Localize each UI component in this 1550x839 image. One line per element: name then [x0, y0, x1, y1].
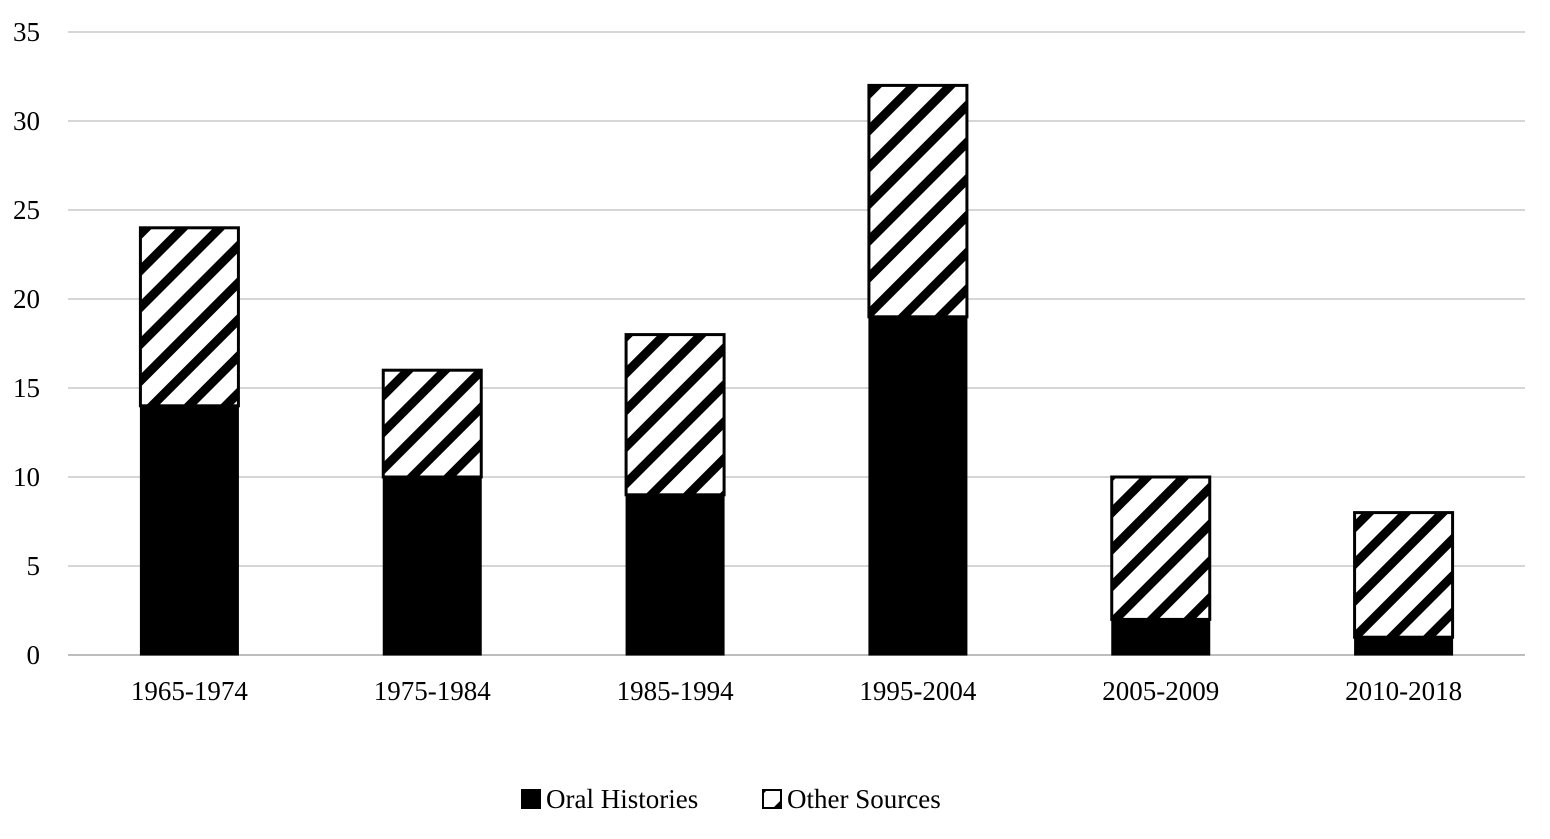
x-tick-label: 1985-1994	[617, 676, 734, 706]
y-tick-label: 10	[13, 462, 40, 492]
bar-oral-histories	[625, 494, 725, 656]
x-tick-label: 2010-2018	[1345, 676, 1462, 706]
x-axis-ticks: 1965-1974 1975-1984 1985-1994 1995-2004 2005…	[131, 676, 1462, 706]
y-tick-label: 5	[27, 551, 41, 581]
y-tick-label: 20	[13, 284, 40, 314]
bar-oral-histories	[1354, 636, 1454, 656]
bar-oral-histories	[1111, 618, 1211, 656]
bar-oral-histories	[868, 316, 968, 656]
bar-other-sources	[1353, 511, 1455, 639]
gridlines	[68, 31, 1525, 656]
bar-oral-histories	[382, 476, 482, 656]
y-axis-ticks: 0 5 10 15 20 25 30 35	[13, 17, 40, 670]
bar-other-sources	[867, 83, 969, 319]
bar-other-sources	[624, 333, 726, 497]
y-tick-label: 0	[27, 640, 41, 670]
y-tick-label: 25	[13, 195, 40, 225]
bar-oral-histories	[139, 405, 239, 656]
bar-other-sources	[138, 226, 240, 408]
x-tick-label: 2005-2009	[1102, 676, 1219, 706]
legend-swatch-other-sources	[762, 789, 782, 809]
x-tick-label: 1995-2004	[859, 676, 976, 706]
x-tick-label: 1965-1974	[131, 676, 248, 706]
y-tick-label: 30	[13, 106, 40, 136]
legend-swatch-oral-histories	[521, 789, 541, 809]
bar-other-sources	[1110, 475, 1212, 621]
legend-label: Other Sources	[787, 784, 941, 814]
legend: Oral Histories Other Sources	[521, 784, 941, 814]
bars	[138, 83, 1455, 656]
legend-label: Oral Histories	[546, 784, 698, 814]
x-tick-label: 1975-1984	[374, 676, 491, 706]
y-tick-label: 35	[13, 17, 40, 47]
bar-other-sources	[381, 368, 483, 479]
y-tick-label: 15	[13, 373, 40, 403]
